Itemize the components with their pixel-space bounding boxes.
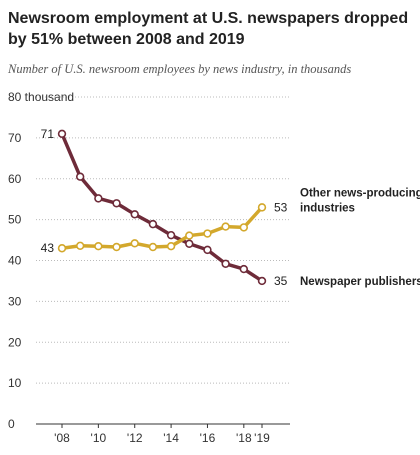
data-point xyxy=(148,242,158,252)
series-name-label: Newspaper publishers xyxy=(300,276,420,288)
start-value-label: 43 xyxy=(41,241,55,255)
series-name-label: industries xyxy=(300,202,355,214)
chart-title: Newsroom employment at U.S. newspapers d… xyxy=(8,10,409,48)
data-point xyxy=(112,242,121,252)
data-point xyxy=(57,244,67,253)
x-tick-label: '08 xyxy=(54,431,70,445)
series-line xyxy=(60,132,264,283)
y-tick-label: 60 xyxy=(8,172,22,186)
end-value-label: 35 xyxy=(274,274,288,288)
y-tick-label: 10 xyxy=(8,376,22,390)
data-point xyxy=(185,231,194,240)
x-tick-label: '18 xyxy=(236,431,252,445)
data-point xyxy=(75,241,85,250)
data-point xyxy=(239,264,249,274)
x-tick-label: '12 xyxy=(127,431,143,445)
x-tick-label: '19 xyxy=(254,431,270,445)
data-point xyxy=(148,219,158,229)
data-point xyxy=(57,129,67,138)
x-tick-label: '10 xyxy=(91,431,107,445)
y-tick-label: 70 xyxy=(8,131,22,145)
y-tick-label: 20 xyxy=(8,335,22,349)
data-point xyxy=(239,223,249,232)
end-value-label: 53 xyxy=(274,200,288,214)
chart-subtitle: Number of U.S. newsroom employees by new… xyxy=(8,62,352,76)
data-point xyxy=(130,210,139,219)
data-point xyxy=(203,229,212,238)
y-tick-label: 80 thousand xyxy=(8,90,74,104)
y-tick-label: 0 xyxy=(8,417,15,431)
x-tick-label: '14 xyxy=(163,431,179,445)
data-point xyxy=(257,276,267,286)
y-tick-label: 50 xyxy=(8,213,22,227)
data-point xyxy=(94,241,103,251)
data-point xyxy=(166,241,176,251)
start-value-label: 71 xyxy=(41,127,55,141)
data-point xyxy=(221,222,230,231)
data-point xyxy=(257,203,267,212)
y-tick-label: 40 xyxy=(8,254,22,268)
series-name-label: Other news-producing xyxy=(300,187,420,199)
data-point xyxy=(185,239,194,248)
data-point xyxy=(75,172,85,181)
data-point xyxy=(203,245,212,255)
data-point xyxy=(221,259,230,268)
data-point xyxy=(130,239,139,248)
data-point xyxy=(166,230,176,240)
x-tick-label: '16 xyxy=(200,431,216,445)
y-tick-label: 30 xyxy=(8,294,22,308)
data-point xyxy=(94,194,103,203)
data-point xyxy=(112,199,121,208)
